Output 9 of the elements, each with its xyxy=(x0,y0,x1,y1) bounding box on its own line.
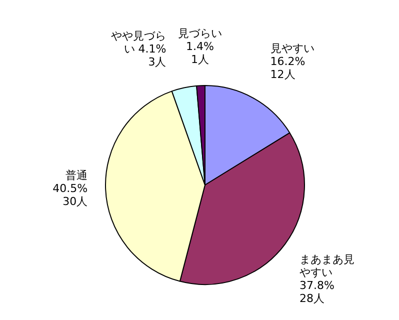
slice-label: 見やすい xyxy=(270,42,314,55)
slice-label: まあまあ見やすい xyxy=(299,253,354,280)
data-label: 16.2% 12人 xyxy=(270,54,306,81)
data-label: 37.8% 28人 xyxy=(299,279,334,306)
slice-label: 見づらい xyxy=(178,26,222,40)
data-label: 1.4% 1人 xyxy=(186,40,214,66)
slice-label: 普通 xyxy=(66,168,88,182)
data-label: 40.5% 30人 xyxy=(52,182,88,208)
slice-label: やや見づらい 4.1% 3人 xyxy=(111,29,166,68)
